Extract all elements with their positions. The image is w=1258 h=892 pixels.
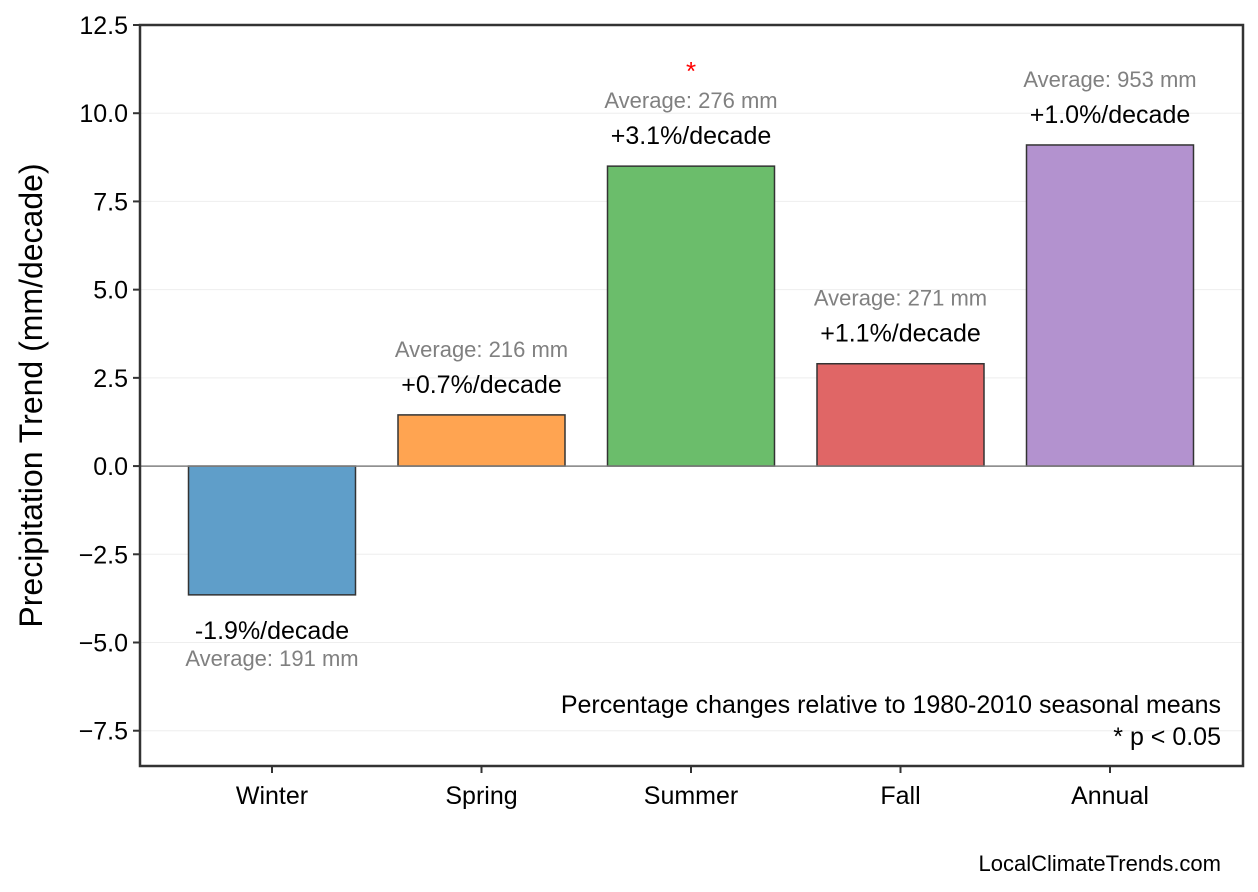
percent-label-summer: +3.1%/decade: [611, 122, 772, 150]
x-tick-label-spring: Spring: [445, 782, 517, 810]
bar-spring: [397, 414, 566, 467]
x-tick-label-annual: Annual: [1071, 782, 1149, 810]
bars: [187, 144, 1195, 596]
y-tick-label: −7.5: [79, 718, 128, 746]
bar-annual: [1025, 144, 1195, 467]
y-tick-label: 10.0: [79, 100, 128, 128]
x-tick-label-winter: Winter: [236, 782, 308, 810]
axis-ticks: 12.5 10.0 7.5 5.0 2.5 0.0 −2.5 −5.0 −7.5 Winter Sp…: [79, 12, 1149, 810]
percent-label-fall: +1.1%/decade: [820, 320, 981, 348]
y-tick-label: 7.5: [93, 188, 128, 216]
x-tick-label-summer: Summer: [644, 782, 738, 810]
bar-winter: [187, 465, 357, 596]
y-tick-label: 0.0: [93, 453, 128, 481]
y-tick-label: 2.5: [93, 365, 128, 393]
y-tick-label: −2.5: [79, 541, 128, 569]
bar-summer: [606, 165, 776, 467]
note-percentage-basis: Percentage changes relative to 1980-2010…: [561, 691, 1221, 719]
y-axis-title: Precipitation Trend (mm/decade): [13, 163, 49, 627]
percent-label-spring: +0.7%/decade: [401, 371, 562, 399]
x-tick-label-fall: Fall: [880, 782, 920, 810]
source-credit: LocalClimateTrends.com: [979, 851, 1222, 876]
note-significance: * p < 0.05: [1113, 723, 1221, 751]
bar-fall: [816, 362, 985, 467]
percent-label-annual: +1.0%/decade: [1030, 101, 1191, 129]
average-label-spring: Average: 216 mm: [395, 337, 568, 362]
y-tick-label: 5.0: [93, 277, 128, 305]
average-label-fall: Average: 271 mm: [814, 286, 987, 311]
y-tick-label: −5.0: [79, 630, 128, 658]
y-tick-label: 12.5: [79, 12, 128, 40]
significance-marker-summer: *: [686, 56, 696, 86]
percent-label-winter: -1.9%/decade: [195, 617, 349, 645]
average-label-winter: Average: 191 mm: [185, 646, 358, 671]
average-label-annual: Average: 953 mm: [1023, 67, 1196, 92]
average-label-summer: Average: 276 mm: [604, 88, 777, 113]
